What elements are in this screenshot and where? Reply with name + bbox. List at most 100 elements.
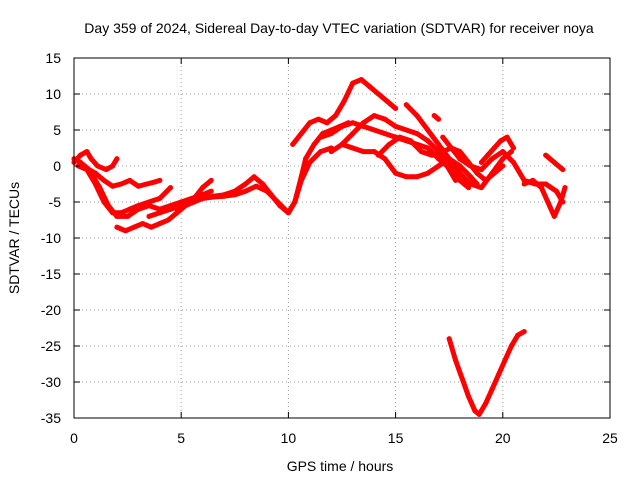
data-point xyxy=(264,188,270,194)
data-series xyxy=(71,77,568,417)
data-point xyxy=(545,199,551,205)
grid xyxy=(74,58,610,418)
data-point xyxy=(275,199,281,205)
data-point xyxy=(543,181,549,187)
data-point xyxy=(457,177,463,183)
data-point xyxy=(500,163,506,169)
data-point xyxy=(157,177,163,183)
data-point xyxy=(290,141,296,147)
data-point xyxy=(530,177,536,183)
x-tick-label: 20 xyxy=(495,430,511,446)
data-point xyxy=(232,192,238,198)
data-point xyxy=(153,179,158,185)
y-tick-label: -35 xyxy=(41,410,61,426)
data-point xyxy=(498,138,504,144)
x-tick-label: 5 xyxy=(177,430,185,446)
data-point xyxy=(103,167,109,173)
data-point xyxy=(431,113,437,119)
data-point xyxy=(221,193,227,199)
data-point xyxy=(157,195,163,201)
data-point xyxy=(208,177,214,183)
data-point xyxy=(408,138,414,144)
data-point xyxy=(414,131,420,137)
data-point xyxy=(105,203,111,209)
data-point xyxy=(491,145,497,151)
y-tick-label: -15 xyxy=(41,266,61,282)
data-point xyxy=(382,131,388,137)
data-point xyxy=(511,159,516,165)
y-tick-label: 10 xyxy=(45,86,61,102)
x-tick-label: 0 xyxy=(70,430,78,446)
y-tick-label: 5 xyxy=(53,122,61,138)
x-tick-label: 15 xyxy=(388,430,404,446)
data-point xyxy=(418,149,424,155)
data-point xyxy=(77,152,83,158)
data-point xyxy=(174,206,180,212)
data-point xyxy=(251,174,257,180)
data-point xyxy=(468,163,474,169)
data-point xyxy=(521,181,527,187)
data-point xyxy=(127,206,133,212)
data-point xyxy=(307,120,313,126)
data-point xyxy=(393,170,399,176)
data-point xyxy=(551,213,557,219)
data-point xyxy=(360,120,366,126)
data-point xyxy=(436,163,441,169)
data-point xyxy=(371,127,377,133)
chart-title: Day 359 of 2024, Sidereal Day-to-day VTE… xyxy=(84,20,594,36)
data-point xyxy=(403,102,409,108)
data-point xyxy=(448,145,454,151)
y-tick-label: -20 xyxy=(41,302,61,318)
data-point xyxy=(436,141,441,147)
data-point xyxy=(285,210,291,216)
x-tick-label: 25 xyxy=(602,430,618,446)
data-point xyxy=(318,149,324,155)
data-point xyxy=(208,188,214,194)
data-point xyxy=(543,152,549,158)
y-tick-label: 0 xyxy=(53,158,61,174)
data-point xyxy=(148,224,154,230)
data-point xyxy=(436,156,441,162)
data-point xyxy=(508,343,514,349)
data-point xyxy=(339,141,345,147)
data-point xyxy=(489,386,495,392)
data-point xyxy=(375,152,381,158)
data-point xyxy=(478,159,484,165)
y-tick-label: -5 xyxy=(49,194,62,210)
data-point xyxy=(551,159,557,165)
data-point xyxy=(165,217,171,223)
data-point xyxy=(500,156,506,162)
y-tick-label: -30 xyxy=(41,374,61,390)
data-point xyxy=(253,183,259,189)
data-point xyxy=(114,213,120,219)
data-point xyxy=(436,116,441,122)
data-point xyxy=(397,134,403,140)
data-point xyxy=(483,401,489,407)
data-point xyxy=(157,210,163,216)
data-point xyxy=(562,185,568,191)
data-point xyxy=(496,372,501,378)
data-point xyxy=(135,183,141,189)
data-point xyxy=(110,163,116,169)
data-point xyxy=(414,113,420,119)
data-point xyxy=(511,145,516,151)
data-point xyxy=(393,105,399,111)
data-point xyxy=(425,127,431,133)
data-point xyxy=(358,77,364,83)
data-point xyxy=(303,156,309,162)
data-point xyxy=(339,123,345,129)
data-point xyxy=(446,336,452,342)
data-point xyxy=(84,167,90,173)
data-point xyxy=(521,329,527,335)
data-point xyxy=(97,185,103,191)
data-point xyxy=(243,188,248,194)
y-axis-label: SDTVAR / TECUs xyxy=(6,182,22,294)
data-point xyxy=(95,163,101,169)
data-point xyxy=(243,181,248,187)
data-point xyxy=(500,149,506,155)
y-tick-label: -25 xyxy=(41,338,61,354)
data-point xyxy=(558,199,564,205)
data-point xyxy=(84,149,90,155)
data-point xyxy=(367,84,373,90)
